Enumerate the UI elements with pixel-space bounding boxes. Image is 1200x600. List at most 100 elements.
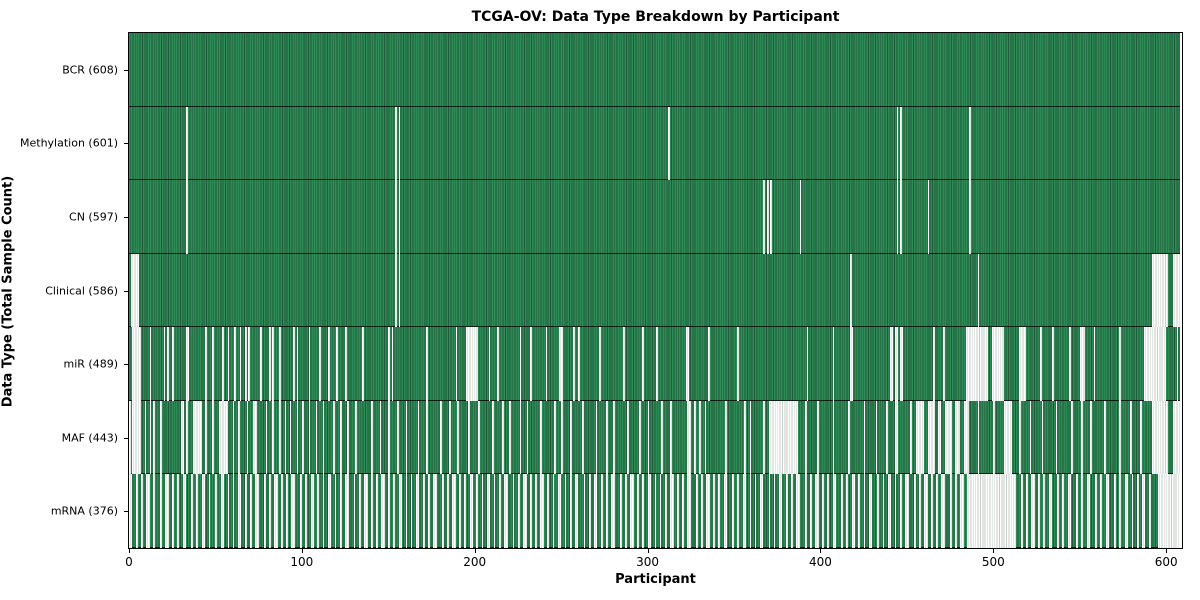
absent-stripe: [398, 180, 401, 254]
absent-stripe: [396, 400, 399, 475]
absent-stripe: [523, 474, 527, 548]
absent-stripe: [498, 474, 501, 548]
absent-stripe: [937, 400, 942, 475]
absent-stripe: [540, 400, 543, 475]
absent-stripe: [557, 474, 562, 548]
absent-stripe: [619, 474, 622, 548]
absent-stripe: [526, 400, 529, 475]
absent-stripe: [149, 327, 152, 401]
absent-stripe: [186, 327, 190, 401]
absent-stripe: [941, 474, 945, 548]
absent-stripe: [899, 474, 902, 548]
absent-stripe: [488, 327, 491, 401]
heatmap-row-Methylation: [129, 106, 1180, 181]
absent-stripe: [296, 327, 299, 401]
absent-stripe: [875, 400, 878, 475]
absent-stripe: [345, 474, 349, 548]
absent-stripe: [530, 474, 532, 548]
y-tick-mark: [124, 290, 128, 292]
absent-stripe: [248, 327, 250, 401]
absent-stripe: [659, 474, 662, 548]
absent-stripe: [965, 327, 989, 401]
absent-stripe: [664, 474, 667, 548]
y-tick-label-mRNA: mRNA (376): [50, 504, 118, 518]
x-axis-label: Participant: [615, 572, 696, 587]
absent-stripe: [977, 400, 980, 475]
absent-stripe: [448, 400, 451, 475]
absent-stripe: [647, 474, 652, 548]
absent-stripe: [327, 327, 330, 401]
absent-stripe: [561, 400, 563, 475]
y-tick-mark: [124, 364, 128, 366]
absent-stripe: [749, 474, 752, 548]
x-tick-label-400: 400: [808, 555, 832, 569]
absent-stripe: [600, 474, 603, 548]
absent-stripe: [1071, 400, 1073, 475]
absent-stripe: [144, 400, 147, 475]
absent-stripe: [1019, 400, 1021, 475]
absent-stripe: [1038, 474, 1040, 548]
absent-stripe: [186, 180, 188, 254]
heatmap-row-MAF: [129, 400, 1180, 475]
absent-stripe: [1093, 327, 1096, 401]
heatmap-rows: [129, 33, 1180, 548]
x-tick-mark: [647, 549, 649, 553]
absent-stripe: [467, 400, 470, 475]
absent-stripe: [388, 327, 390, 401]
absent-stripe: [963, 400, 970, 475]
absent-stripe: [706, 474, 710, 548]
absent-stripe: [346, 400, 349, 475]
y-tick-label-Methylation: Methylation (601): [20, 136, 118, 150]
absent-stripe: [234, 327, 237, 401]
absent-stripe: [272, 400, 275, 475]
absent-stripe: [165, 474, 169, 548]
absent-stripe: [670, 400, 672, 475]
absent-stripe: [863, 400, 866, 475]
absent-stripe: [574, 474, 579, 548]
absent-stripe: [509, 400, 511, 475]
absent-stripe: [186, 400, 188, 475]
absent-stripe: [393, 474, 396, 548]
absent-stripe: [405, 400, 408, 475]
heatmap-row-BCR: [129, 33, 1180, 107]
absent-stripe: [896, 180, 899, 254]
absent-stripe: [841, 474, 843, 548]
absent-stripe: [799, 180, 802, 254]
absent-stripe: [205, 400, 207, 475]
absent-stripe: [135, 474, 138, 548]
absent-stripe: [583, 474, 586, 548]
heatmap-row-CN: [129, 180, 1180, 254]
absent-stripe: [265, 400, 268, 475]
absent-stripe: [889, 327, 894, 401]
absent-stripe: [687, 400, 691, 475]
absent-stripe: [1119, 327, 1122, 401]
absent-stripe: [737, 474, 740, 548]
absent-stripe: [410, 474, 413, 548]
absent-stripe: [654, 474, 657, 548]
x-tick-mark: [129, 549, 130, 553]
absent-stripe: [858, 474, 861, 548]
absent-stripe: [398, 106, 401, 181]
absent-stripe: [415, 474, 420, 548]
absent-stripe: [931, 474, 933, 548]
x-tick-label-200: 200: [463, 555, 487, 569]
absent-stripe: [322, 400, 325, 475]
absent-stripe: [353, 474, 356, 548]
absent-stripe: [754, 474, 757, 548]
absent-stripe: [638, 400, 641, 475]
absent-stripe: [153, 400, 155, 475]
absent-stripe: [274, 474, 278, 548]
absent-stripe: [364, 474, 368, 548]
absent-stripe: [1081, 474, 1084, 548]
x-tick-mark: [301, 549, 303, 553]
absent-stripe: [540, 474, 544, 548]
absent-stripe: [222, 327, 225, 401]
absent-stripe: [1141, 474, 1146, 548]
absent-stripe: [804, 474, 807, 548]
absent-stripe: [535, 474, 537, 548]
absent-stripe: [569, 474, 572, 548]
absent-stripe: [519, 400, 522, 475]
absent-stripe: [785, 474, 788, 548]
absent-stripe: [676, 474, 679, 548]
absent-stripe: [315, 400, 318, 475]
